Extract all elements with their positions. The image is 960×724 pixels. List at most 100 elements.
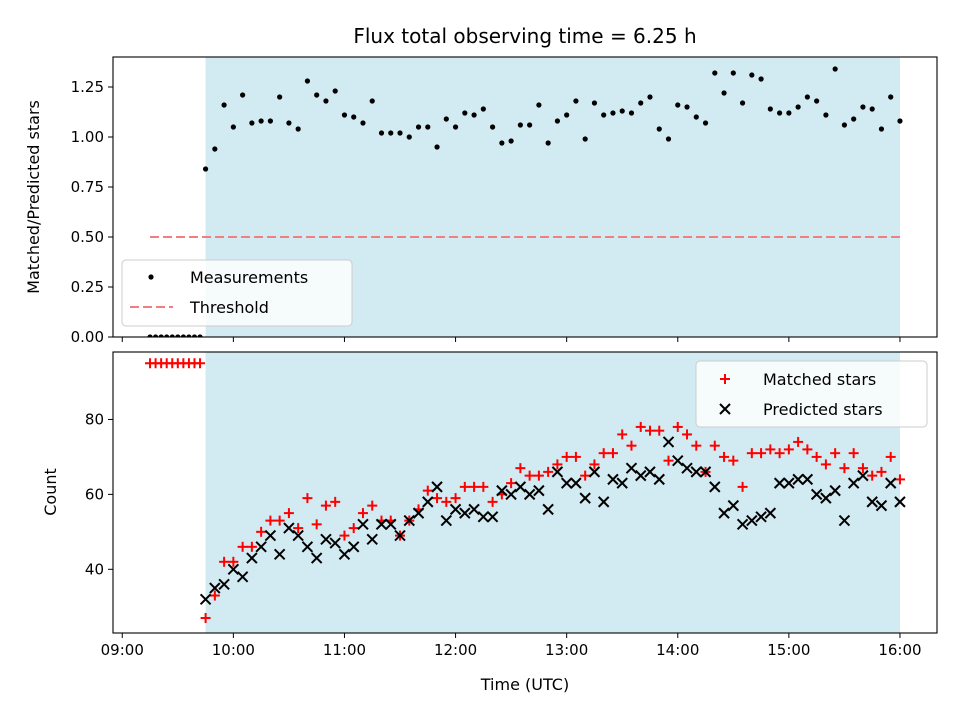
matched-star-marker	[728, 455, 739, 466]
predicted-star-marker	[459, 507, 471, 519]
predicted-star-marker	[301, 541, 314, 553]
matched-star-marker	[682, 429, 693, 440]
measurement-point	[721, 90, 727, 96]
measurement-point	[323, 98, 329, 104]
measurement-point	[610, 110, 616, 116]
predicted-star-marker	[551, 466, 564, 478]
measurement-point	[739, 100, 746, 106]
legend-measurement-marker	[148, 274, 154, 280]
measurement-point	[851, 116, 857, 122]
measurement-point	[388, 130, 394, 136]
measurement-point	[675, 102, 681, 108]
matched-star-marker	[626, 440, 637, 451]
matched-star-marker	[719, 451, 730, 462]
matched-star-marker	[570, 451, 581, 462]
measurement-point	[443, 116, 449, 122]
measurement-point	[175, 334, 181, 337]
matched-star-marker	[228, 556, 239, 567]
predicted-star-marker	[375, 518, 388, 531]
predicted-star-marker	[477, 511, 490, 523]
measurement-point	[240, 92, 246, 98]
predicted-star-marker	[514, 481, 527, 493]
measurement-point	[832, 66, 838, 72]
measurement-point	[647, 94, 653, 100]
predicted-star-marker	[348, 541, 360, 553]
measurement-point	[332, 88, 338, 94]
y-tick-label: 80	[85, 410, 104, 428]
matched-star-marker	[737, 481, 748, 492]
predicted-star-marker	[523, 488, 536, 501]
predicted-star-marker	[736, 518, 749, 531]
predicted-star-marker	[885, 477, 897, 489]
predicted-star-marker	[486, 511, 499, 523]
matched-star-marker	[691, 440, 702, 451]
predicted-star-marker	[209, 582, 221, 594]
matched-star-marker	[598, 448, 609, 459]
predicted-star-marker	[792, 473, 804, 486]
measurement-point	[656, 126, 662, 132]
matched-star-marker	[857, 463, 868, 474]
measurement-point	[665, 136, 672, 142]
x-tick-label: 11:00	[323, 641, 366, 659]
matched-star-marker	[524, 470, 535, 481]
measurement-point	[888, 94, 894, 100]
measurement-point	[152, 334, 159, 337]
bottom-ylabel: Count	[41, 468, 60, 516]
legend-label: Measurements	[190, 268, 308, 287]
matched-star-marker	[283, 508, 294, 519]
predicted-star-marker	[616, 477, 628, 489]
matched-star-marker	[802, 444, 813, 455]
predicted-star-marker	[468, 503, 480, 516]
matched-star-marker	[357, 508, 368, 519]
measurement-point	[499, 140, 505, 146]
predicted-star-marker	[412, 507, 425, 519]
measurement-point	[434, 144, 440, 150]
measurement-point	[758, 76, 764, 82]
measurement-point	[712, 70, 718, 76]
measurement-point	[489, 124, 496, 130]
predicted-star-marker	[385, 518, 397, 531]
matched-star-marker	[506, 478, 517, 489]
measurement-point	[897, 118, 903, 124]
predicted-star-marker	[690, 466, 702, 478]
measurement-point	[147, 334, 153, 337]
predicted-star-marker	[847, 477, 860, 489]
x-axis-label: Time (UTC)	[480, 675, 569, 694]
predicted-star-marker	[838, 514, 851, 527]
predicted-star-marker	[635, 469, 647, 482]
predicted-star-marker	[394, 529, 406, 542]
matched-star-marker	[635, 421, 646, 432]
predicted-star-marker	[283, 522, 295, 534]
matched-star-marker	[756, 448, 767, 459]
predicted-star-marker	[653, 473, 665, 486]
predicted-star-marker	[505, 488, 517, 501]
predicted-star-marker	[199, 593, 212, 605]
predicted-star-marker	[357, 518, 369, 531]
measurement-point	[823, 112, 829, 118]
predicted-star-marker	[866, 496, 878, 508]
matched-star-marker	[422, 485, 433, 496]
x-tick-label: 15:00	[767, 641, 810, 659]
matched-star-marker	[894, 474, 905, 485]
predicted-star-marker	[227, 563, 240, 576]
measurement-point	[841, 122, 848, 128]
measurement-point	[795, 104, 801, 110]
predicted-star-marker	[246, 552, 258, 564]
matched-star-marker	[663, 455, 674, 466]
matched-star-marker	[793, 436, 804, 447]
x-tick-label: 12:00	[434, 641, 477, 659]
legend-label: Predicted stars	[763, 400, 883, 419]
matched-star-marker	[839, 463, 850, 474]
x-tick-label: 14:00	[656, 641, 699, 659]
matched-star-marker	[209, 590, 220, 601]
measurement-point	[249, 120, 255, 126]
measurement-point	[202, 166, 209, 172]
matched-star-marker	[561, 451, 572, 462]
measurement-point	[462, 110, 468, 116]
measurement-point	[601, 112, 607, 118]
measurement-point	[582, 136, 588, 142]
measurement-point	[286, 120, 292, 126]
measurement-point	[351, 114, 357, 120]
measurement-point	[277, 94, 283, 100]
